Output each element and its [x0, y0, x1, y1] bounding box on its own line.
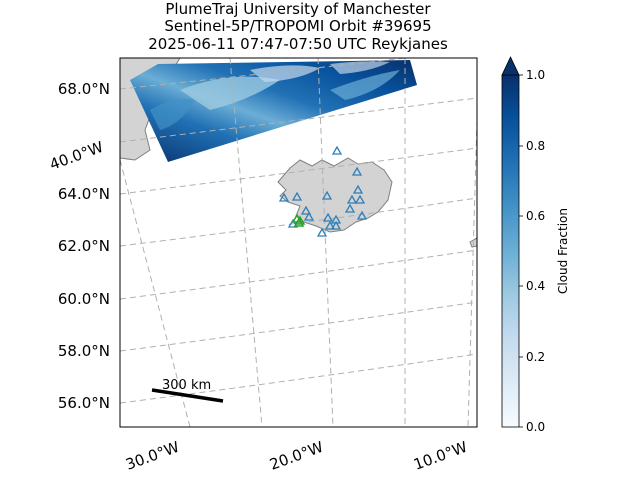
lat-label-56: 56.0°N	[58, 394, 110, 412]
target-volcano-markers	[291, 213, 306, 227]
lat-label-58: 58.0°N	[58, 342, 110, 360]
volcano-marker	[354, 194, 366, 204]
lon-label-30w: 30.0°W	[123, 438, 182, 474]
cloud-fraction-swath	[130, 60, 417, 162]
graticule	[120, 58, 477, 427]
volcano-marker	[321, 190, 333, 200]
volcano-marker	[278, 192, 290, 202]
title-line-1: PlumeTraj University of Manchester	[165, 0, 431, 18]
volcano-marker	[356, 210, 368, 220]
lon-label-20w: 20.0°W	[267, 438, 326, 474]
scale-bar	[151, 388, 224, 403]
colorbar-tick-3: 0.6	[526, 209, 545, 223]
lon-label-10w: 10.0°W	[411, 438, 470, 474]
title-line-3: 2025-06-11 07:47-07:50 UTC Reykjanes	[148, 35, 448, 53]
volcano-marker	[324, 220, 336, 230]
lon-label-40w: 40.0°W	[47, 138, 106, 174]
volcano-marker	[352, 184, 364, 194]
colorbar-tick-5: 1.0	[526, 68, 545, 82]
colorbar-tick-1: 0.2	[526, 350, 545, 364]
colorbar-tick-2: 0.4	[526, 279, 545, 293]
map-frame	[119, 57, 478, 428]
volcano-marker	[351, 166, 363, 176]
colorbar-tick-4: 0.8	[526, 139, 545, 153]
lat-label-68: 68.0°N	[58, 80, 110, 98]
volcano-marker	[346, 194, 358, 204]
volcano-marker	[287, 218, 299, 228]
target-volcano-marker	[293, 217, 305, 227]
title-line-2: Sentinel-5P/TROPOMI Orbit #39695	[164, 17, 431, 35]
volcano-marker	[303, 211, 315, 221]
volcano-marker	[344, 203, 356, 213]
volcano-marker	[316, 227, 328, 237]
volcano-marker	[291, 191, 303, 201]
colorbar-label: Cloud Fraction	[556, 208, 570, 294]
volcano-markers	[278, 145, 368, 237]
volcano-marker	[322, 212, 334, 222]
colorbar-extend-arrow	[501, 56, 520, 76]
volcano-marker	[330, 220, 342, 230]
colorbar-tick-0: 0.0	[526, 420, 545, 434]
scale-bar-label: 300 km	[162, 378, 211, 393]
lat-label-60: 60.0°N	[58, 290, 110, 308]
lat-label-64: 64.0°N	[58, 185, 110, 203]
colorbar-scale	[501, 74, 520, 428]
lat-label-62: 62.0°N	[58, 237, 110, 255]
volcano-marker	[300, 205, 312, 215]
volcano-marker	[331, 145, 343, 155]
colorbar: 0.0 0.2 0.4 0.6 0.8 1.0 Cloud Fraction	[501, 56, 570, 434]
map-panel: 300 km	[120, 58, 477, 427]
